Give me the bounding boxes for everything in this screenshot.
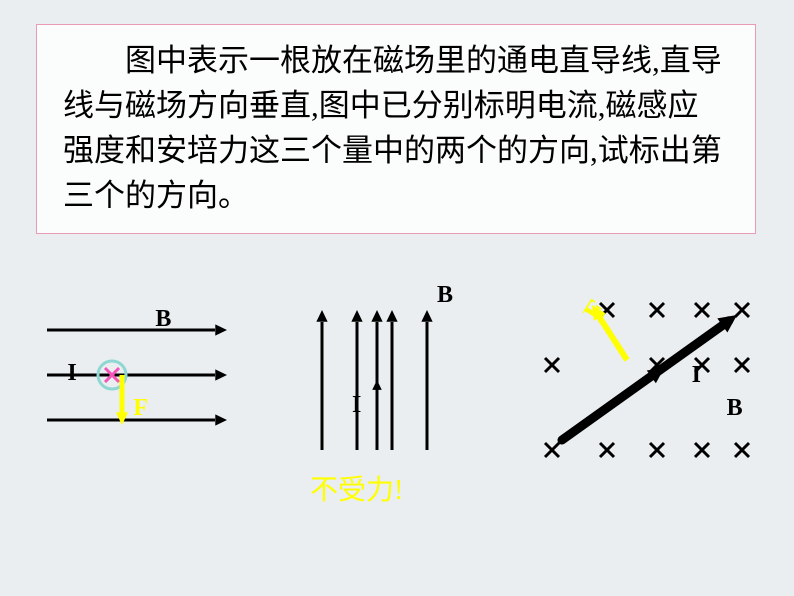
diagram-3: B I F	[527, 290, 767, 480]
label-I-3: I	[692, 362, 701, 389]
diagram-1-svg	[27, 290, 237, 460]
label-B-1: B	[155, 306, 171, 333]
problem-text: 图中表示一根放在磁场里的通电直导线,直导线与磁场方向垂直,图中已分别标明电流,磁…	[63, 43, 722, 213]
diagram-3-svg	[527, 290, 767, 480]
diagram-2: B I 不受力!	[292, 290, 472, 510]
diagram-1: B I F	[27, 290, 237, 460]
label-I-2: I	[352, 392, 361, 419]
label-B-2: B	[437, 282, 453, 309]
problem-text-box: 图中表示一根放在磁场里的通电直导线,直导线与磁场方向垂直,图中已分别标明电流,磁…	[36, 24, 756, 234]
label-I-1: I	[67, 360, 76, 387]
label-B-3: B	[727, 395, 743, 422]
label-F-1: F	[133, 395, 148, 422]
caption-no-force: 不受力!	[310, 468, 403, 508]
diagrams-row: B I F B I 不受力! B I F	[0, 290, 794, 510]
